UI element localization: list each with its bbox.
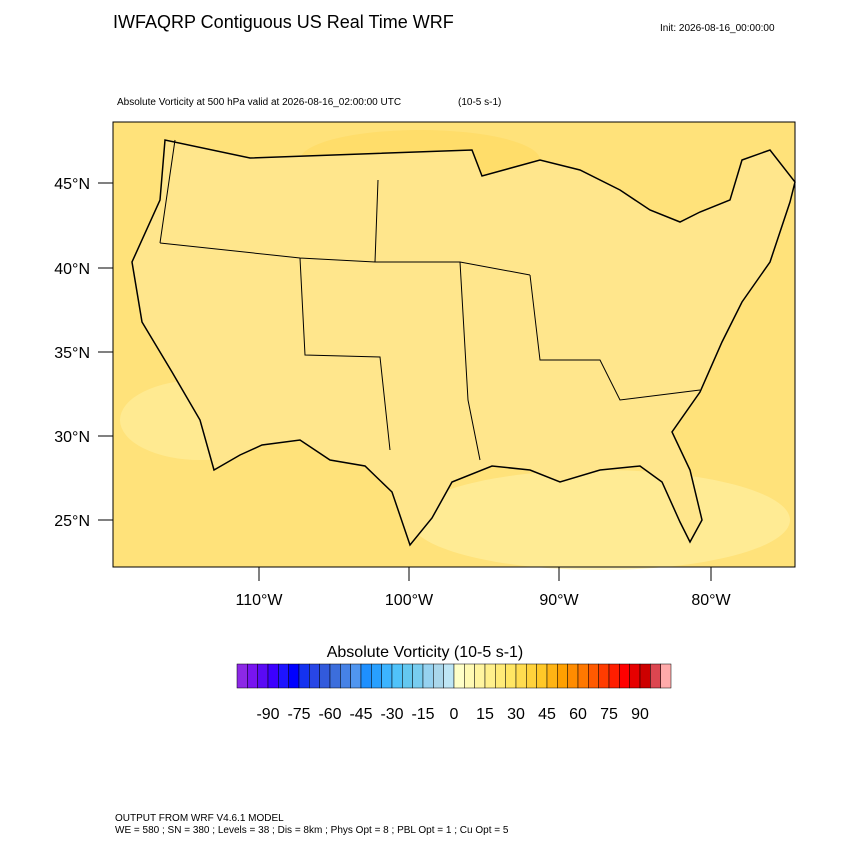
colorbar-box — [329, 663, 341, 689]
colorbar-box — [577, 663, 589, 689]
lon-label: 100°W — [385, 592, 434, 609]
colorbar-box — [505, 663, 517, 689]
colorbar-box — [608, 663, 620, 689]
colorbar-box — [391, 663, 403, 689]
colorbar-box — [484, 663, 496, 689]
colorbar-box — [650, 663, 661, 689]
us-outline — [131, 139, 796, 547]
colorbar-box — [412, 663, 424, 689]
colorbar-box — [567, 663, 579, 689]
colorbar-box — [402, 663, 413, 689]
colorbar-box — [546, 663, 558, 689]
field-patch — [410, 470, 790, 570]
lat-label: 40°N — [54, 261, 90, 278]
colorbar-box — [619, 663, 630, 689]
colorbar-tick-label: -15 — [411, 706, 434, 723]
lon-label: 80°W — [691, 592, 731, 609]
footer-line: WE = 580 ; SN = 380 ; Levels = 38 ; Dis … — [115, 825, 509, 836]
colorbar-box — [474, 663, 486, 689]
lon-label: 90°W — [539, 592, 579, 609]
colorbar-box — [350, 663, 362, 689]
colorbar-box — [495, 663, 506, 689]
map — [112, 121, 796, 570]
colorbar-tick-label: 30 — [507, 706, 525, 723]
colorbar-box — [288, 663, 300, 689]
colorbar: -90 -75 -60 -45 -30 -15 0 15 30 45 60 75 90 — [236, 663, 672, 723]
colorbar-box — [660, 663, 672, 689]
colorbar-box — [433, 663, 444, 689]
footer-line: OUTPUT FROM WRF V4.6.1 MODEL — [115, 813, 284, 824]
init-time: Init: 2026-08-16_00:00:00 — [660, 23, 775, 34]
colorbar-box — [340, 663, 351, 689]
colorbar-tick-label: 75 — [600, 706, 618, 723]
colorbar-tick-label: 45 — [538, 706, 556, 723]
colorbar-box — [309, 663, 320, 689]
state-lines — [159, 139, 701, 461]
colorbar-tick-label: 15 — [476, 706, 494, 723]
colorbar-box — [453, 663, 465, 689]
colorbar-box — [557, 663, 568, 689]
colorbar-tick-label: -45 — [349, 706, 372, 723]
colorbar-box — [526, 663, 537, 689]
lat-label: 35°N — [54, 345, 90, 362]
title: IWFAQRP Contiguous US Real Time WRF — [113, 12, 454, 32]
colorbar-tick-label: -30 — [380, 706, 403, 723]
map-frame — [112, 121, 796, 568]
colorbar-box — [515, 663, 527, 689]
colorbar-tick-label: -75 — [287, 706, 310, 723]
colorbar-box — [588, 663, 599, 689]
colorbar-box — [629, 663, 641, 689]
map-subtitle: Absolute Vorticity at 500 hPa valid at 2… — [117, 97, 401, 108]
lon-label: 110°W — [235, 592, 283, 609]
colorbar-box — [639, 663, 651, 689]
colorbar-tick-label: 0 — [450, 706, 459, 723]
colorbar-box — [371, 663, 382, 689]
colorbar-box — [267, 663, 279, 689]
colorbar-box — [443, 663, 455, 689]
colorbar-box — [278, 663, 289, 689]
colorbar-box — [360, 663, 372, 689]
colorbar-tick-label: -90 — [256, 706, 279, 723]
colorbar-tick-label: 90 — [631, 706, 649, 723]
colorbar-box — [381, 663, 393, 689]
colorbar-box — [464, 663, 475, 689]
colorbar-box — [247, 663, 258, 689]
map-units: (10-5 s-1) — [458, 97, 501, 108]
colorbar-box — [598, 663, 610, 689]
colorbar-box — [422, 663, 434, 689]
colorbar-tick-label: 60 — [569, 706, 587, 723]
lat-label: 25°N — [54, 513, 90, 530]
colorbar-box — [536, 663, 548, 689]
colorbar-box — [257, 663, 269, 689]
colorbar-box — [319, 663, 331, 689]
colorbar-box — [298, 663, 310, 689]
colorbar-title: Absolute Vorticity (10-5 s-1) — [327, 644, 524, 661]
colorbar-box — [236, 663, 248, 689]
colorbar-tick-label: -60 — [318, 706, 341, 723]
lat-label: 45°N — [54, 176, 90, 193]
lat-label: 30°N — [54, 429, 90, 446]
